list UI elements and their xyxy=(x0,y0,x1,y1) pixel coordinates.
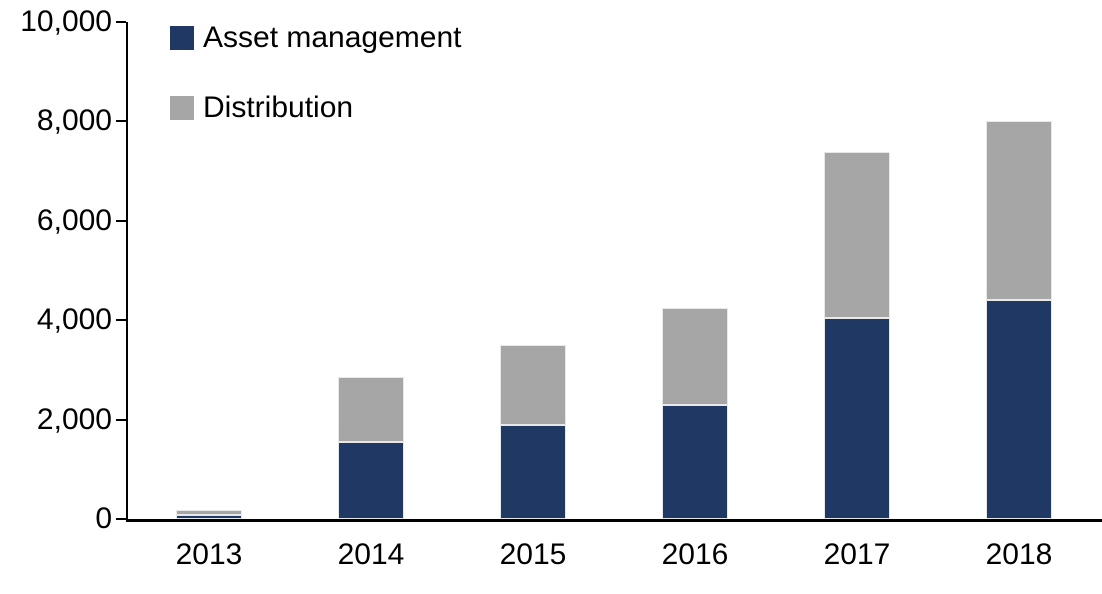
y-axis-tick xyxy=(116,219,126,222)
bar-segment-distribution-2016 xyxy=(662,308,728,405)
bar-segment-distribution-2013 xyxy=(176,510,242,515)
bar-segment-asset-management-2013 xyxy=(176,515,242,519)
x-axis-label-2018: 2018 xyxy=(985,538,1053,571)
bar-segment-asset-management-2015 xyxy=(500,425,566,519)
x-axis-label-2013: 2013 xyxy=(175,538,243,571)
bar-2016 xyxy=(662,308,728,519)
bar-slot-2018 xyxy=(938,22,1100,519)
y-axis-tick-label: 8,000 xyxy=(36,104,112,138)
x-axis-label-2015: 2015 xyxy=(499,538,567,571)
bar-segment-asset-management-2014 xyxy=(338,442,404,519)
bar-2018 xyxy=(986,121,1052,519)
x-axis-label-2017: 2017 xyxy=(823,538,891,571)
y-axis-tick-label: 10,000 xyxy=(20,5,112,38)
legend-entry-distribution: Distribution xyxy=(170,91,461,124)
bar-slot-2014 xyxy=(290,22,452,519)
y-axis-tick xyxy=(116,518,126,520)
y-axis-tick-label: 0 xyxy=(95,502,112,535)
bar-segment-distribution-2017 xyxy=(824,152,890,318)
bar-2015 xyxy=(500,345,566,519)
bars-container xyxy=(128,22,1100,519)
legend-entry-asset-management: Asset management xyxy=(170,21,462,54)
bar-slot-2016 xyxy=(614,22,776,519)
plot-area: Asset management Distribution xyxy=(116,21,1102,522)
legend-swatch-asset-management xyxy=(170,26,194,50)
x-axis-label-2014: 2014 xyxy=(337,538,405,571)
bar-segment-distribution-2014 xyxy=(338,377,404,442)
x-axis-line xyxy=(126,519,1102,522)
bar-segment-distribution-2015 xyxy=(500,345,566,425)
bar-slot-2015 xyxy=(452,22,614,519)
y-axis-tick xyxy=(116,120,126,123)
bar-segment-distribution-2018 xyxy=(986,121,1052,300)
bar-2017 xyxy=(824,152,890,519)
x-axis-labels: 2013 2014 2015 2016 2017 2018 xyxy=(128,536,1100,574)
bar-segment-asset-management-2017 xyxy=(824,318,890,519)
y-axis-tick xyxy=(116,319,126,322)
y-axis-tick-label: 4,000 xyxy=(36,303,112,337)
legend-label-distribution: Distribution xyxy=(203,91,354,124)
bar-slot-2017 xyxy=(776,22,938,519)
legend-label-asset-management: Asset management xyxy=(203,21,462,54)
bar-2014 xyxy=(338,377,404,519)
y-axis-tick xyxy=(116,21,126,23)
y-axis-labels: 0 2,000 4,000 6,000 8,000 10,000 xyxy=(0,0,112,594)
legend: Asset management Distribution xyxy=(170,21,462,164)
y-axis-line xyxy=(126,22,128,522)
bar-2013 xyxy=(176,510,242,519)
x-axis-label-2016: 2016 xyxy=(661,538,729,571)
y-axis-tick xyxy=(116,418,126,421)
y-axis-tick-label: 6,000 xyxy=(36,203,112,237)
bar-segment-asset-management-2016 xyxy=(662,405,728,519)
legend-swatch-distribution xyxy=(170,96,194,120)
y-axis-tick-label: 2,000 xyxy=(36,402,112,436)
bar-slot-2013 xyxy=(128,22,290,519)
bar-segment-asset-management-2018 xyxy=(986,300,1052,519)
